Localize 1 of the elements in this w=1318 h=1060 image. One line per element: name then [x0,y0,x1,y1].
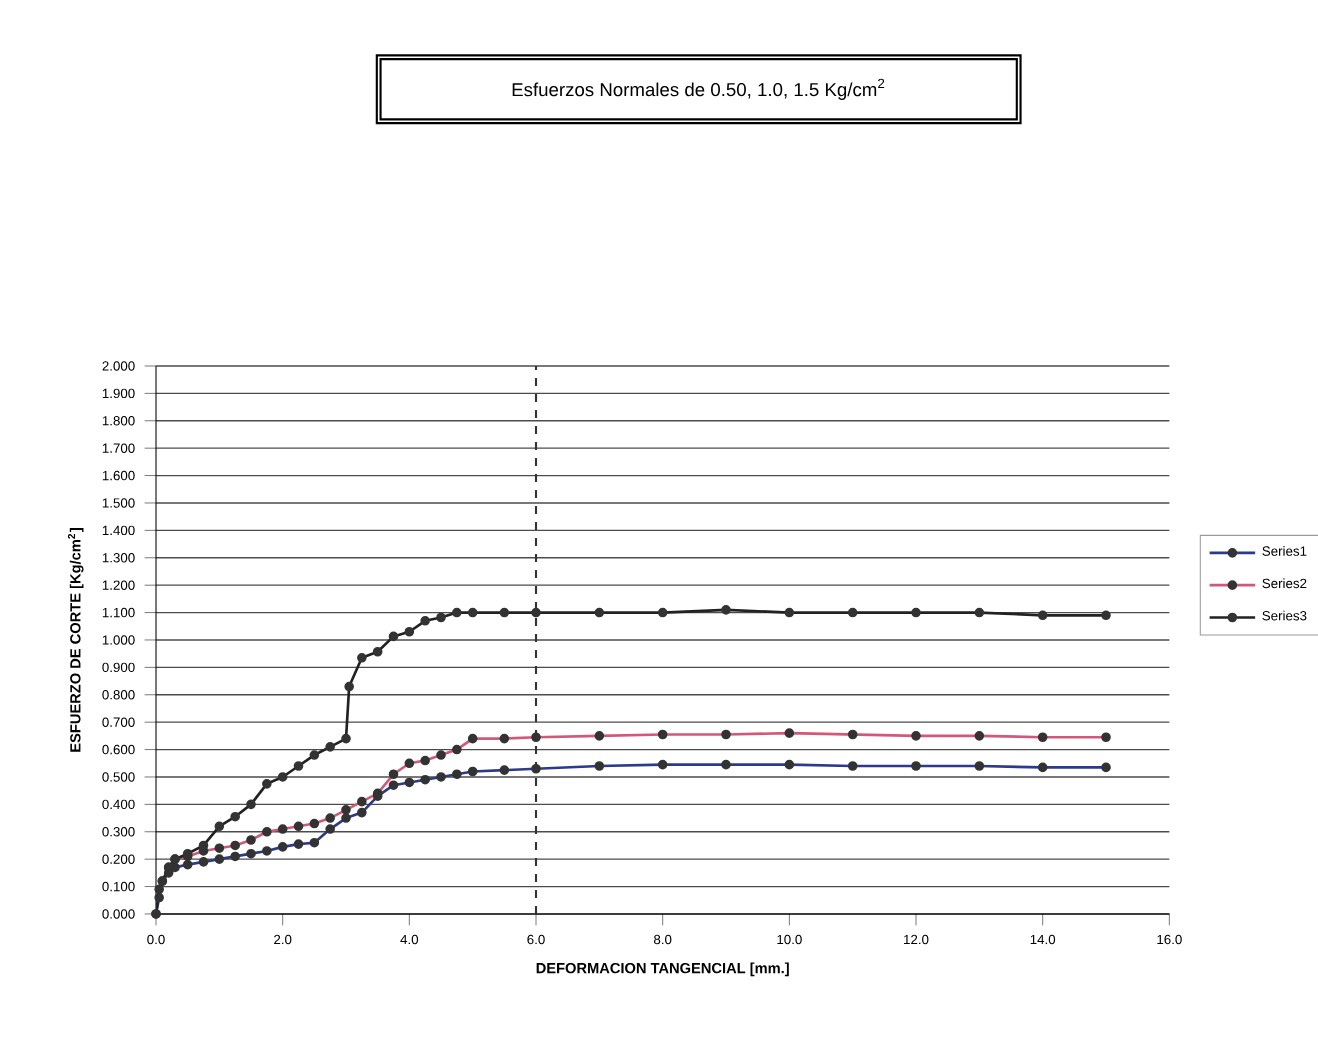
chart-title: Esfuerzos Normales de 0.50, 1.0, 1.5 Kg/cm$^{2}$ [512,78,885,100]
